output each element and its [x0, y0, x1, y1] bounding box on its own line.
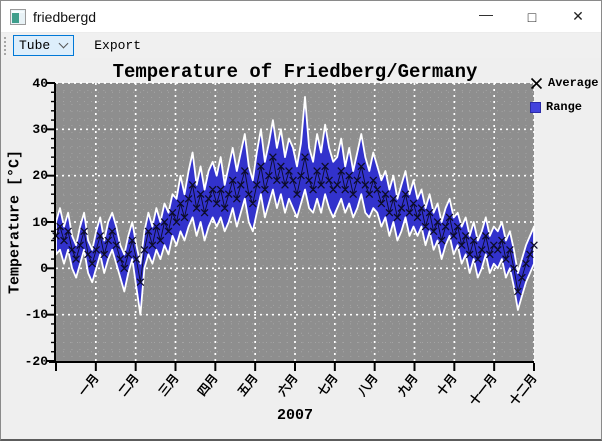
legend-item-range: Range: [530, 100, 598, 114]
maximize-button[interactable]: □: [509, 1, 555, 32]
legend-item-average: Average: [530, 76, 598, 90]
tube-combobox[interactable]: Tube: [13, 35, 75, 56]
close-icon: ✕: [572, 8, 584, 24]
minimize-button[interactable]: —: [463, 1, 509, 32]
y-tick-label: -20: [24, 353, 48, 369]
legend-label-average: Average: [548, 76, 599, 90]
chevron-down-icon: [58, 38, 69, 49]
combobox-value: Tube: [19, 38, 51, 53]
x-axis-label: 2007: [276, 407, 313, 424]
chart-panel: Temperature of Friedberg/Germany Tempera…: [1, 58, 601, 439]
chart-title: Temperature of Friedberg/Germany: [112, 61, 478, 83]
y-tick-label: 40: [32, 75, 48, 91]
y-tick-label: 10: [32, 214, 48, 230]
maximize-icon: □: [527, 8, 537, 25]
y-tick-label: 30: [32, 121, 48, 137]
minimize-icon: —: [479, 5, 493, 22]
title-bar: friedbergd — □ ✕: [1, 1, 601, 32]
range-swatch-icon: [530, 101, 541, 113]
average-marker-icon: [530, 77, 543, 89]
window-controls: — □ ✕: [463, 1, 601, 32]
toolbar-grip-icon[interactable]: [4, 36, 6, 55]
plot-svg: [47, 82, 538, 371]
y-tick-label: 0: [40, 260, 48, 276]
y-tick-label: 20: [32, 168, 48, 184]
app-icon: [10, 8, 26, 25]
window-title: friedbergd: [33, 8, 97, 25]
y-tick-label: -10: [24, 307, 48, 323]
legend-label-range: Range: [546, 100, 583, 114]
export-button[interactable]: Export: [94, 38, 142, 53]
close-button[interactable]: ✕: [555, 1, 601, 32]
legend: Average Range: [530, 76, 598, 114]
toolbar: Tube Export: [1, 32, 601, 58]
